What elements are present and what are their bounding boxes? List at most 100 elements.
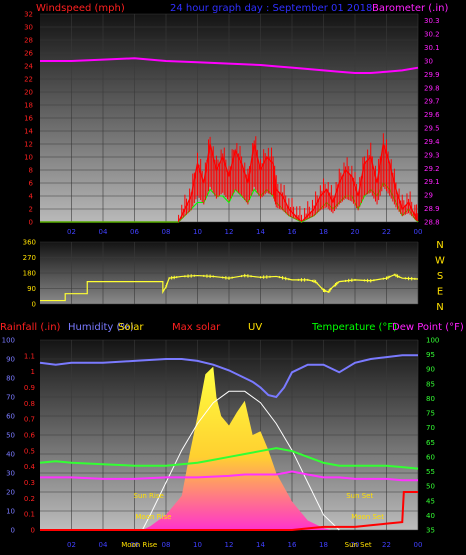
temp-y-tick-label: 35 bbox=[426, 527, 435, 535]
panel3-legend-item: Dew Point (°F) bbox=[392, 322, 464, 333]
rain-y-tick-label: 0.1 bbox=[24, 511, 35, 519]
humidity-y-tick-label: 30 bbox=[6, 470, 15, 478]
rain-y-tick-label: 0.9 bbox=[24, 384, 35, 392]
wind-x-tick-label: 00 bbox=[414, 228, 423, 236]
baro-y-tick-label: 30.3 bbox=[424, 17, 440, 25]
baro-y-tick-label: 30.2 bbox=[424, 31, 440, 39]
baro-axis-label: Barometer (.in) bbox=[372, 3, 448, 14]
barometer-line bbox=[40, 57, 419, 75]
panel3-legend-item: Temperature (°F) bbox=[311, 322, 397, 333]
compass-label: N bbox=[436, 240, 443, 251]
rain-y-tick-label: 0.5 bbox=[24, 447, 35, 455]
wind-y-tick-label: 28 bbox=[24, 37, 33, 45]
panel3-x-tick-label: 04 bbox=[99, 541, 108, 549]
wind-y-tick-label: 16 bbox=[24, 115, 33, 123]
wind-x-tick-label: 16 bbox=[288, 228, 297, 236]
rain-y-tick-label: 0.8 bbox=[24, 400, 35, 408]
temp-y-tick-label: 80 bbox=[426, 395, 435, 403]
wind-y-tick-label: 2 bbox=[29, 206, 33, 214]
compass-label: N bbox=[436, 302, 443, 313]
baro-y-tick-label: 28.8 bbox=[424, 219, 440, 227]
baro-y-tick-label: 29.8 bbox=[424, 84, 440, 92]
panel3-legend-item: Solar bbox=[118, 322, 144, 333]
rain-y-ticks: 0 0.1 0.2 0.3 0.4 0.5 0.6 0.7 0.8 0.9 1 1.1 bbox=[24, 352, 36, 534]
wind-direction-series bbox=[40, 273, 419, 302]
wind-y-tick-label: 12 bbox=[24, 141, 33, 149]
panel3-x-tick-label: 08 bbox=[162, 541, 171, 549]
wind-x-tick-label: 08 bbox=[162, 228, 171, 236]
wind-x-tick-label: 10 bbox=[193, 228, 202, 236]
rain-y-tick-label: 1 bbox=[31, 368, 35, 376]
rain-y-tick-label: 0.2 bbox=[24, 495, 35, 503]
humidity-line bbox=[39, 354, 418, 399]
baro-y-tick-label: 29.9 bbox=[424, 71, 440, 79]
humidity-y-tick-label: 100 bbox=[2, 337, 15, 345]
baro-y-tick-label: 29.4 bbox=[424, 138, 440, 146]
wind-y-tick-label: 6 bbox=[29, 180, 34, 188]
baro-y-tick-label: 28.9 bbox=[424, 205, 440, 213]
panel3-x-tick-label: 06 bbox=[130, 541, 139, 549]
baro-y-tick-label: 29.2 bbox=[424, 165, 440, 173]
panel3-legend-item: Max solar bbox=[172, 322, 221, 333]
baro-y-tick-label: 29 bbox=[424, 192, 433, 200]
panel3-x-tick-label: 14 bbox=[256, 541, 265, 549]
baro-y-tick-label: 29.1 bbox=[424, 178, 440, 186]
panel3-x-tick-label: 12 bbox=[225, 541, 234, 549]
direction-y-tick-label: 180 bbox=[23, 270, 36, 278]
humidity-y-tick-label: 50 bbox=[6, 432, 15, 440]
baro-y-tick-label: 30.1 bbox=[424, 44, 440, 52]
panel3-x-tick-label: 16 bbox=[288, 541, 297, 549]
humidity-y-tick-label: 20 bbox=[6, 489, 15, 497]
temp-y-tick-label: 95 bbox=[426, 351, 435, 359]
rain-humidity-temp-panel: Rainfall (.in) Humidity (%)Solar Max solar… bbox=[0, 322, 464, 549]
wind-x-tick-label: 20 bbox=[351, 228, 360, 236]
temp-y-tick-label: 70 bbox=[426, 424, 435, 432]
humidity-y-ticks: 0 10 20 30 40 50 60 70 80 90 100 bbox=[2, 337, 15, 535]
wind-baro-grid bbox=[40, 13, 419, 223]
wind-x-ticks: 02 04 06 08 10 12 14 16 18 20 22 00 bbox=[67, 228, 422, 236]
direction-y-ticks: 0 90 180 270 360 bbox=[23, 239, 36, 309]
baro-y-tick-label: 29.3 bbox=[424, 151, 440, 159]
panel3-x-tick-label: 10 bbox=[193, 541, 202, 549]
compass-label: E bbox=[437, 287, 443, 298]
wind-y-tick-label: 22 bbox=[24, 76, 33, 84]
solar-area bbox=[142, 366, 340, 530]
temperature-line bbox=[39, 447, 419, 470]
panel3-x-ticks: 02 04 06 08 10 12 14 16 18 20 22 00 bbox=[67, 541, 422, 549]
wind-y-tick-label: 20 bbox=[24, 89, 33, 97]
wind-y-tick-label: 18 bbox=[24, 102, 33, 110]
temp-y-tick-label: 100 bbox=[426, 337, 439, 345]
rain-y-tick-label: 1.1 bbox=[24, 352, 35, 360]
temp-y-tick-label: 45 bbox=[426, 497, 435, 505]
wind-axis-label: Windspeed (mph) bbox=[36, 3, 125, 14]
baro-y-ticks: 28.8 28.9 29 29.1 29.2 29.3 29.4 29.5 29.6 29.7 29… bbox=[424, 17, 440, 226]
humidity-y-tick-label: 40 bbox=[6, 451, 15, 459]
rainfall-line bbox=[40, 491, 418, 531]
baro-y-tick-label: 29.6 bbox=[424, 111, 440, 119]
direction-y-tick-label: 0 bbox=[32, 301, 36, 309]
compass-label: W bbox=[435, 256, 445, 267]
moon-rise-axis-label: Moon Rise bbox=[121, 541, 157, 549]
wind-y-tick-label: 26 bbox=[24, 50, 33, 58]
rain-y-tick-label: 0.4 bbox=[24, 463, 36, 471]
temp-y-tick-label: 75 bbox=[426, 410, 435, 418]
wind-baro-panel: Windspeed (mph) 24 hour graph day : Sept… bbox=[24, 3, 448, 236]
moon-rise-label: Moon Rise bbox=[135, 513, 171, 521]
panel3-legend: Rainfall (.in) Humidity (%)Solar Max solar… bbox=[0, 322, 464, 333]
wind-y-tick-label: 30 bbox=[24, 24, 33, 32]
wind-y-tick-label: 0 bbox=[29, 219, 33, 227]
wind-baro-series bbox=[40, 57, 419, 224]
sun-rise-label: Sun Rise bbox=[134, 492, 164, 500]
wind-x-tick-label: 18 bbox=[319, 228, 328, 236]
wind-x-tick-label: 02 bbox=[67, 228, 76, 236]
humidity-y-tick-label: 70 bbox=[6, 394, 15, 402]
direction-y-tick-label: 90 bbox=[27, 285, 36, 293]
panel3-series bbox=[39, 354, 419, 531]
panel3-x-tick-label: 00 bbox=[414, 541, 423, 549]
humidity-y-tick-label: 60 bbox=[6, 413, 15, 421]
panel3-legend-item: UV bbox=[248, 322, 262, 333]
wind-direction-grid bbox=[40, 241, 419, 305]
